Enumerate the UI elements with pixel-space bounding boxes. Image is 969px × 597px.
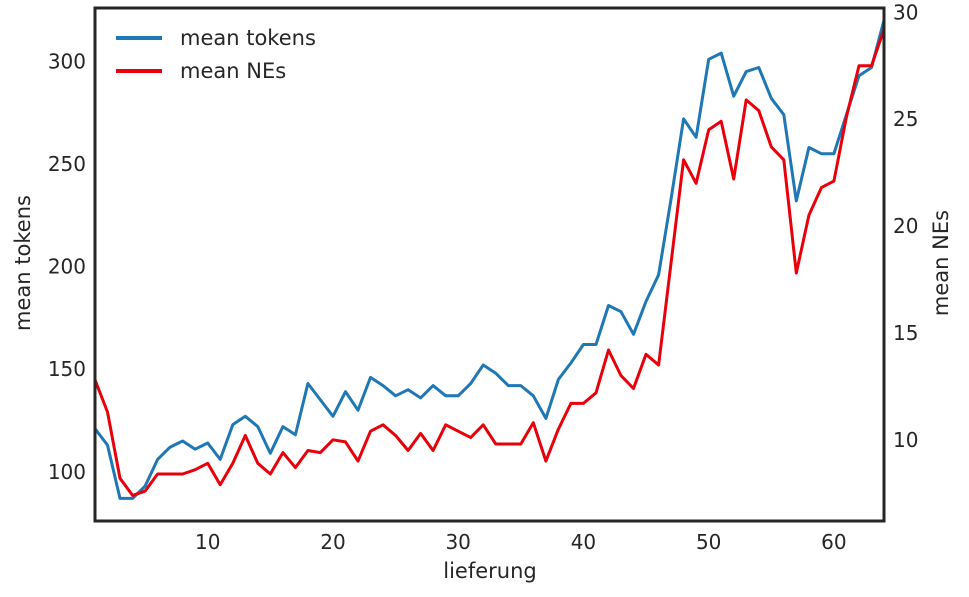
right-y-tick-label: 30 <box>893 0 918 24</box>
left-y-tick-label: 150 <box>48 357 86 381</box>
x-tick-label: 40 <box>571 530 596 554</box>
x-tick-label: 60 <box>821 530 846 554</box>
left-y-axis-ticks: 100 150 200 250 300 <box>48 49 86 483</box>
x-tick-label: 20 <box>320 530 345 554</box>
right-y-tick-label: 20 <box>893 214 918 238</box>
plot-area-frame <box>93 6 886 523</box>
x-tick-label: 30 <box>445 530 470 554</box>
left-y-tick-label: 200 <box>48 255 86 279</box>
right-y-axis-ticks: 10 15 20 25 30 <box>893 0 918 452</box>
x-tick-label: 10 <box>195 530 220 554</box>
series-layer <box>95 19 884 500</box>
right-y-tick-label: 25 <box>893 107 918 131</box>
x-axis-ticks: 10 20 30 40 50 60 <box>195 530 847 554</box>
legend-label-mean-nes: mean NEs <box>180 59 286 83</box>
left-y-tick-label: 250 <box>48 152 86 176</box>
x-tick-label: 50 <box>696 530 721 554</box>
series-line-mean-nes <box>95 28 884 497</box>
legend-label-mean-tokens: mean tokens <box>180 26 316 50</box>
right-y-tick-label: 10 <box>893 428 918 452</box>
right-y-axis-title: mean NEs <box>929 210 953 316</box>
right-y-tick-label: 15 <box>893 321 918 345</box>
left-y-axis-title: mean tokens <box>11 195 35 331</box>
left-y-tick-label: 300 <box>48 49 86 73</box>
legend: mean tokens mean NEs <box>116 26 316 83</box>
series-line-mean-tokens <box>95 19 884 500</box>
left-y-tick-label: 100 <box>48 460 86 484</box>
x-axis-title: lieferung <box>443 559 537 583</box>
